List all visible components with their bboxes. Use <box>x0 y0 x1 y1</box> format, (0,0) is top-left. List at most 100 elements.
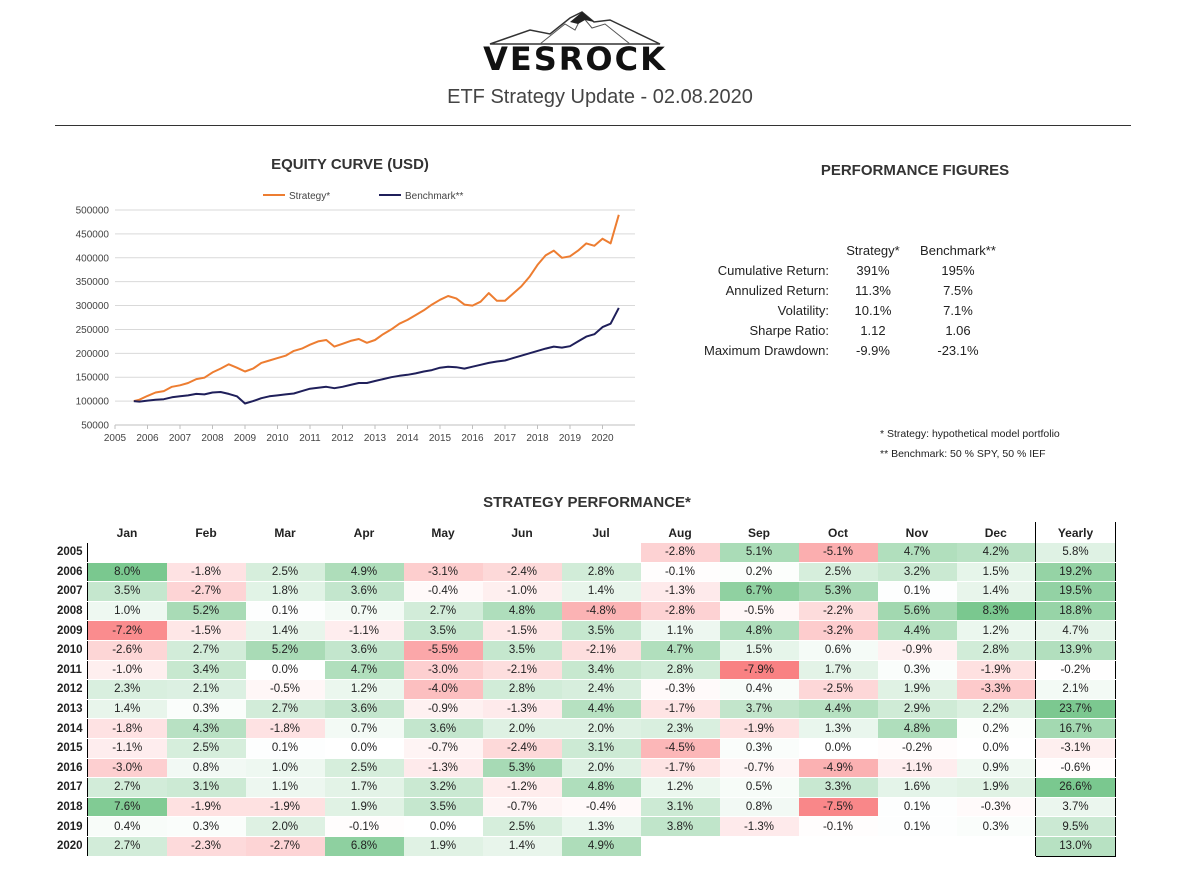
year-label: 2014 <box>55 718 88 739</box>
monthly-return-cell: 3.5% <box>403 620 483 641</box>
x-tick-label: 2017 <box>494 433 517 444</box>
monthly-return-cell: 3.2% <box>877 562 957 583</box>
monthly-return-cell: 2.0% <box>561 758 641 779</box>
monthly-return-cell: -0.9% <box>877 640 957 661</box>
yearly-return-cell: 19.5% <box>1035 581 1116 602</box>
monthly-return-cell: -0.1% <box>798 816 878 837</box>
monthly-return-cell: 5.2% <box>245 640 325 661</box>
table-row: 2010 -2.6% 2.7% 5.2% 3.6% -5.5% 3.5% -2.1% 4.7% 1… <box>55 640 1116 661</box>
monthly-return-cell: 2.9% <box>877 699 957 720</box>
month-header: Jul <box>592 525 610 540</box>
monthly-return-cell: -2.7% <box>166 581 246 602</box>
monthly-return-cell: 2.5% <box>798 562 878 583</box>
monthly-return-cell: 3.3% <box>798 777 878 798</box>
monthly-return-cell: 4.2% <box>956 543 1036 563</box>
col-benchmark: Benchmark** <box>920 242 996 258</box>
table-row: 2006 8.0% -1.8% 2.5% 4.9% -3.1% -2.4% 2.8% -0.1%… <box>55 562 1116 583</box>
year-label: 2005 <box>55 543 88 563</box>
monthly-return-cell <box>640 836 720 857</box>
monthly-return-cell: -0.5% <box>245 679 325 700</box>
table-row: 2019 0.4% 0.3% 2.0% -0.1% 0.0% 2.5% 1.3% 3.8% -1.… <box>55 816 1116 837</box>
monthly-return-cell: 3.5% <box>561 620 641 641</box>
monthly-return-cell: -2.1% <box>561 640 641 661</box>
x-tick-label: 2018 <box>526 433 549 444</box>
monthly-return-cell: 5.1% <box>719 543 799 563</box>
year-label: 2011 <box>55 660 88 681</box>
monthly-return-cell: 1.5% <box>956 562 1036 583</box>
x-tick-label: 2011 <box>299 433 321 444</box>
monthly-return-cell <box>719 836 799 857</box>
monthly-return-cell: -3.1% <box>403 562 483 583</box>
monthly-return-cell: 0.6% <box>798 640 878 661</box>
monthly-return-cell: 0.1% <box>877 797 957 818</box>
monthly-return-cell: 1.2% <box>956 620 1036 641</box>
year-label: 2009 <box>55 620 88 641</box>
monthly-return-cell: 0.3% <box>719 738 799 759</box>
monthly-return-cell: -0.5% <box>719 601 799 622</box>
monthly-return-cell: -4.8% <box>561 601 641 622</box>
x-tick-label: 2006 <box>136 433 159 444</box>
monthly-return-cell: -0.1% <box>640 562 720 583</box>
strategy-performance-title: STRATEGY PERFORMANCE* <box>483 494 691 511</box>
benchmark-value: 1.06 <box>945 322 971 338</box>
monthly-return-cell: -1.0% <box>87 660 167 681</box>
monthly-return-cell: 3.6% <box>324 699 404 720</box>
monthly-return-cell: 0.0% <box>245 660 325 681</box>
monthly-return-cell: 2.8% <box>561 562 641 583</box>
y-tick-label: 250000 <box>76 325 110 336</box>
year-label: 2010 <box>55 640 88 661</box>
series-line <box>133 307 620 405</box>
monthly-return-cell: 0.1% <box>245 738 325 759</box>
monthly-return-cell: 0.8% <box>166 758 246 779</box>
x-tick-label: 2009 <box>234 433 257 444</box>
monthly-return-cell: 3.1% <box>640 797 720 818</box>
monthly-return-cell: -3.0% <box>87 758 167 779</box>
monthly-return-cell: 1.9% <box>877 679 957 700</box>
y-tick-label: 100000 <box>76 397 110 408</box>
monthly-return-cell: -2.1% <box>482 660 562 681</box>
year-label: 2006 <box>55 562 88 583</box>
strategy-value: 10.1% <box>854 302 892 318</box>
monthly-return-cell: -0.1% <box>324 816 404 837</box>
monthly-return-cell: 0.1% <box>245 601 325 622</box>
yearly-return-cell: -3.1% <box>1035 738 1116 759</box>
corner-cell <box>55 522 88 543</box>
table-row: 2018 7.6% -1.9% -1.9% 1.9% 3.5% -0.7% -0.4% 3.1%… <box>55 797 1116 818</box>
performance-row: Cumulative Return: 391% 195% <box>700 260 1007 280</box>
monthly-return-cell: -2.7% <box>245 836 325 857</box>
monthly-return-cell: -1.3% <box>640 581 720 602</box>
performance-figures-title: PERFORMANCE FIGURES <box>820 162 1010 179</box>
monthly-return-cell: -2.8% <box>640 543 720 563</box>
monthly-return-cell: 8.0% <box>87 562 167 583</box>
monthly-return-cell: 3.4% <box>166 660 246 681</box>
monthly-return-cell: 4.4% <box>561 699 641 720</box>
y-tick-label: 500000 <box>76 206 110 217</box>
monthly-return-cell: 2.7% <box>166 640 246 661</box>
monthly-return-cell: 4.7% <box>877 543 957 563</box>
monthly-return-cell: -3.3% <box>956 679 1036 700</box>
monthly-return-cell: 2.5% <box>324 758 404 779</box>
metric-label: Sharpe Ratio: <box>749 322 829 338</box>
monthly-return-cell: -1.8% <box>166 562 246 583</box>
yearly-header: Yearly <box>1035 522 1116 543</box>
monthly-return-cell <box>798 836 878 857</box>
monthly-return-cell <box>956 836 1036 857</box>
monthly-return-cell: -4.9% <box>798 758 878 779</box>
monthly-return-cell: 3.8% <box>640 816 720 837</box>
monthly-return-cell: 0.5% <box>719 777 799 798</box>
yearly-return-cell: 18.8% <box>1035 601 1116 622</box>
monthly-return-cell: 4.4% <box>798 699 878 720</box>
yearly-return-cell: 9.5% <box>1035 816 1116 837</box>
monthly-return-cell: 2.5% <box>166 738 246 759</box>
monthly-return-cell: -5.1% <box>798 543 878 563</box>
x-tick-label: 2005 <box>104 433 127 444</box>
monthly-return-cell: -1.2% <box>482 777 562 798</box>
monthly-return-cell: 3.5% <box>87 581 167 602</box>
monthly-return-cell: 2.0% <box>561 718 641 739</box>
monthly-return-cell: 0.9% <box>956 758 1036 779</box>
monthly-return-cell: 4.7% <box>324 660 404 681</box>
monthly-return-cell: 7.6% <box>87 797 167 818</box>
metric-label: Volatility: <box>777 302 829 318</box>
x-tick-label: 2019 <box>559 433 582 444</box>
monthly-return-cell <box>166 543 246 563</box>
